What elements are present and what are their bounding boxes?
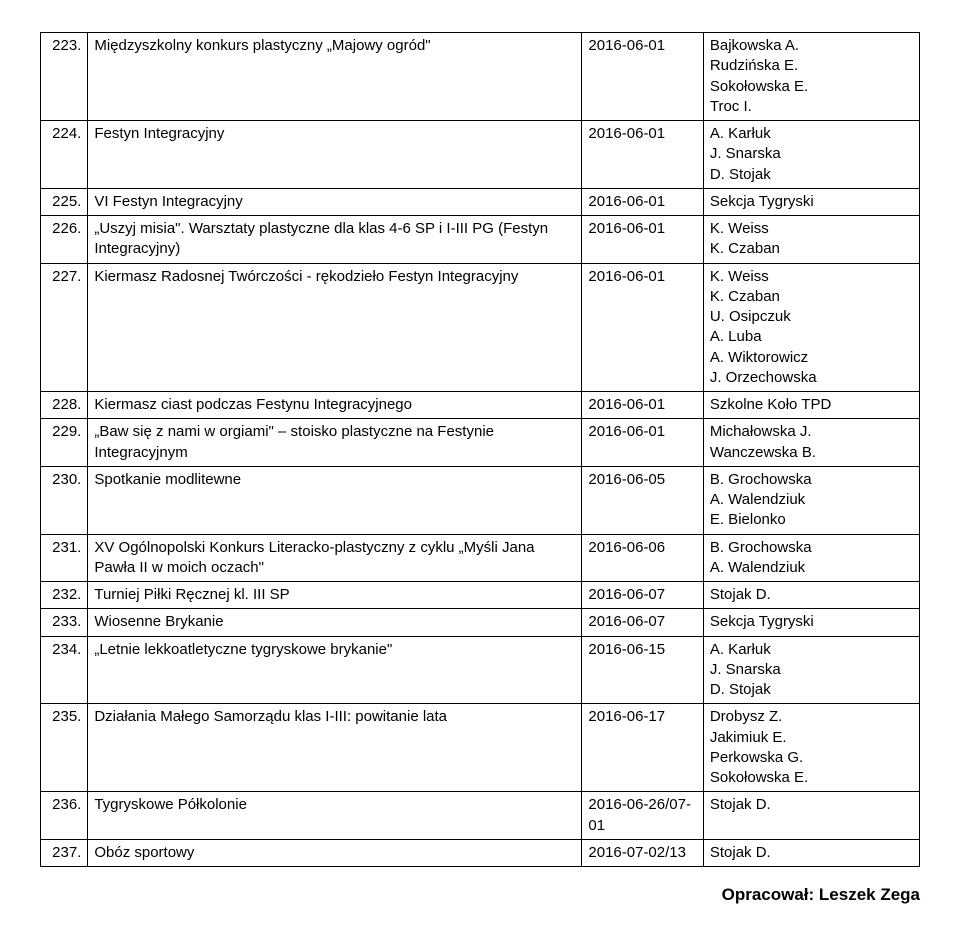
row-description: Spotkanie modlitewne	[88, 466, 582, 534]
row-who: B. Grochowska A. Walendziuk	[703, 534, 919, 582]
row-number: 230.	[41, 466, 88, 534]
row-description: Tygryskowe Półkolonie	[88, 792, 582, 840]
row-who: Michałowska J. Wanczewska B.	[703, 419, 919, 467]
row-number: 232.	[41, 582, 88, 609]
row-number: 233.	[41, 609, 88, 636]
row-who: K. Weiss K. Czaban	[703, 216, 919, 264]
row-who: K. Weiss K. Czaban U. Osipczuk A. Luba A…	[703, 263, 919, 392]
row-who: Sekcja Tygryski	[703, 609, 919, 636]
row-description: Działania Małego Samorządu klas I-III: p…	[88, 704, 582, 792]
row-number: 234.	[41, 636, 88, 704]
row-date: 2016-06-05	[582, 466, 703, 534]
row-date: 2016-06-17	[582, 704, 703, 792]
table-row: 225.VI Festyn Integracyjny2016-06-01Sekc…	[41, 188, 920, 215]
row-who: Stojak D.	[703, 839, 919, 866]
table-row: 227.Kiermasz Radosnej Twórczości - rękod…	[41, 263, 920, 392]
table-row: 235.Działania Małego Samorządu klas I-II…	[41, 704, 920, 792]
row-number: 236.	[41, 792, 88, 840]
table-row: 230.Spotkanie modlitewne2016-06-05B. Gro…	[41, 466, 920, 534]
row-number: 227.	[41, 263, 88, 392]
row-who: Szkolne Koło TPD	[703, 392, 919, 419]
row-description: Wiosenne Brykanie	[88, 609, 582, 636]
row-description: Festyn Integracyjny	[88, 121, 582, 189]
row-number: 223.	[41, 33, 88, 121]
table-row: 224.Festyn Integracyjny2016-06-01A. Karł…	[41, 121, 920, 189]
row-date: 2016-06-01	[582, 263, 703, 392]
row-number: 228.	[41, 392, 88, 419]
row-who: Stojak D.	[703, 582, 919, 609]
row-date: 2016-06-01	[582, 33, 703, 121]
events-table: 223.Międzyszkolny konkurs plastyczny „Ma…	[40, 32, 920, 867]
row-description: „Uszyj misia". Warsztaty plastyczne dla …	[88, 216, 582, 264]
row-number: 231.	[41, 534, 88, 582]
row-number: 235.	[41, 704, 88, 792]
table-row: 229.„Baw się z nami w orgiami" – stoisko…	[41, 419, 920, 467]
table-row: 228.Kiermasz ciast podczas Festynu Integ…	[41, 392, 920, 419]
row-who: Bajkowska A. Rudzińska E. Sokołowska E. …	[703, 33, 919, 121]
row-who: A. Karłuk J. Snarska D. Stojak	[703, 636, 919, 704]
row-number: 237.	[41, 839, 88, 866]
row-number: 226.	[41, 216, 88, 264]
table-row: 223.Międzyszkolny konkurs plastyczny „Ma…	[41, 33, 920, 121]
row-description: Obóz sportowy	[88, 839, 582, 866]
row-date: 2016-06-26/07-01	[582, 792, 703, 840]
row-who: Drobysz Z. Jakimiuk E. Perkowska G. Soko…	[703, 704, 919, 792]
table-row: 237.Obóz sportowy2016-07-02/13Stojak D.	[41, 839, 920, 866]
row-description: Kiermasz Radosnej Twórczości - rękodzieł…	[88, 263, 582, 392]
row-who: Sekcja Tygryski	[703, 188, 919, 215]
row-description: Kiermasz ciast podczas Festynu Integracy…	[88, 392, 582, 419]
row-who: A. Karłuk J. Snarska D. Stojak	[703, 121, 919, 189]
row-description: „Baw się z nami w orgiami" – stoisko pla…	[88, 419, 582, 467]
table-row: 236.Tygryskowe Półkolonie2016-06-26/07-0…	[41, 792, 920, 840]
table-row: 232.Turniej Piłki Ręcznej kl. III SP2016…	[41, 582, 920, 609]
row-number: 225.	[41, 188, 88, 215]
row-description: VI Festyn Integracyjny	[88, 188, 582, 215]
row-date: 2016-06-15	[582, 636, 703, 704]
row-who: Stojak D.	[703, 792, 919, 840]
row-date: 2016-06-01	[582, 419, 703, 467]
row-date: 2016-07-02/13	[582, 839, 703, 866]
row-who: B. Grochowska A. Walendziuk E. Bielonko	[703, 466, 919, 534]
row-date: 2016-06-01	[582, 392, 703, 419]
row-description: Międzyszkolny konkurs plastyczny „Majowy…	[88, 33, 582, 121]
table-row: 233.Wiosenne Brykanie2016-06-07Sekcja Ty…	[41, 609, 920, 636]
row-number: 224.	[41, 121, 88, 189]
row-number: 229.	[41, 419, 88, 467]
row-date: 2016-06-01	[582, 188, 703, 215]
table-row: 234.„Letnie lekkoatletyczne tygryskowe b…	[41, 636, 920, 704]
footer-author: Opracował: Leszek Zega	[40, 885, 920, 905]
row-date: 2016-06-06	[582, 534, 703, 582]
row-description: Turniej Piłki Ręcznej kl. III SP	[88, 582, 582, 609]
row-description: XV Ogólnopolski Konkurs Literacko-plasty…	[88, 534, 582, 582]
row-date: 2016-06-01	[582, 121, 703, 189]
row-date: 2016-06-01	[582, 216, 703, 264]
row-description: „Letnie lekkoatletyczne tygryskowe bryka…	[88, 636, 582, 704]
table-row: 231.XV Ogólnopolski Konkurs Literacko-pl…	[41, 534, 920, 582]
row-date: 2016-06-07	[582, 609, 703, 636]
table-row: 226.„Uszyj misia". Warsztaty plastyczne …	[41, 216, 920, 264]
row-date: 2016-06-07	[582, 582, 703, 609]
